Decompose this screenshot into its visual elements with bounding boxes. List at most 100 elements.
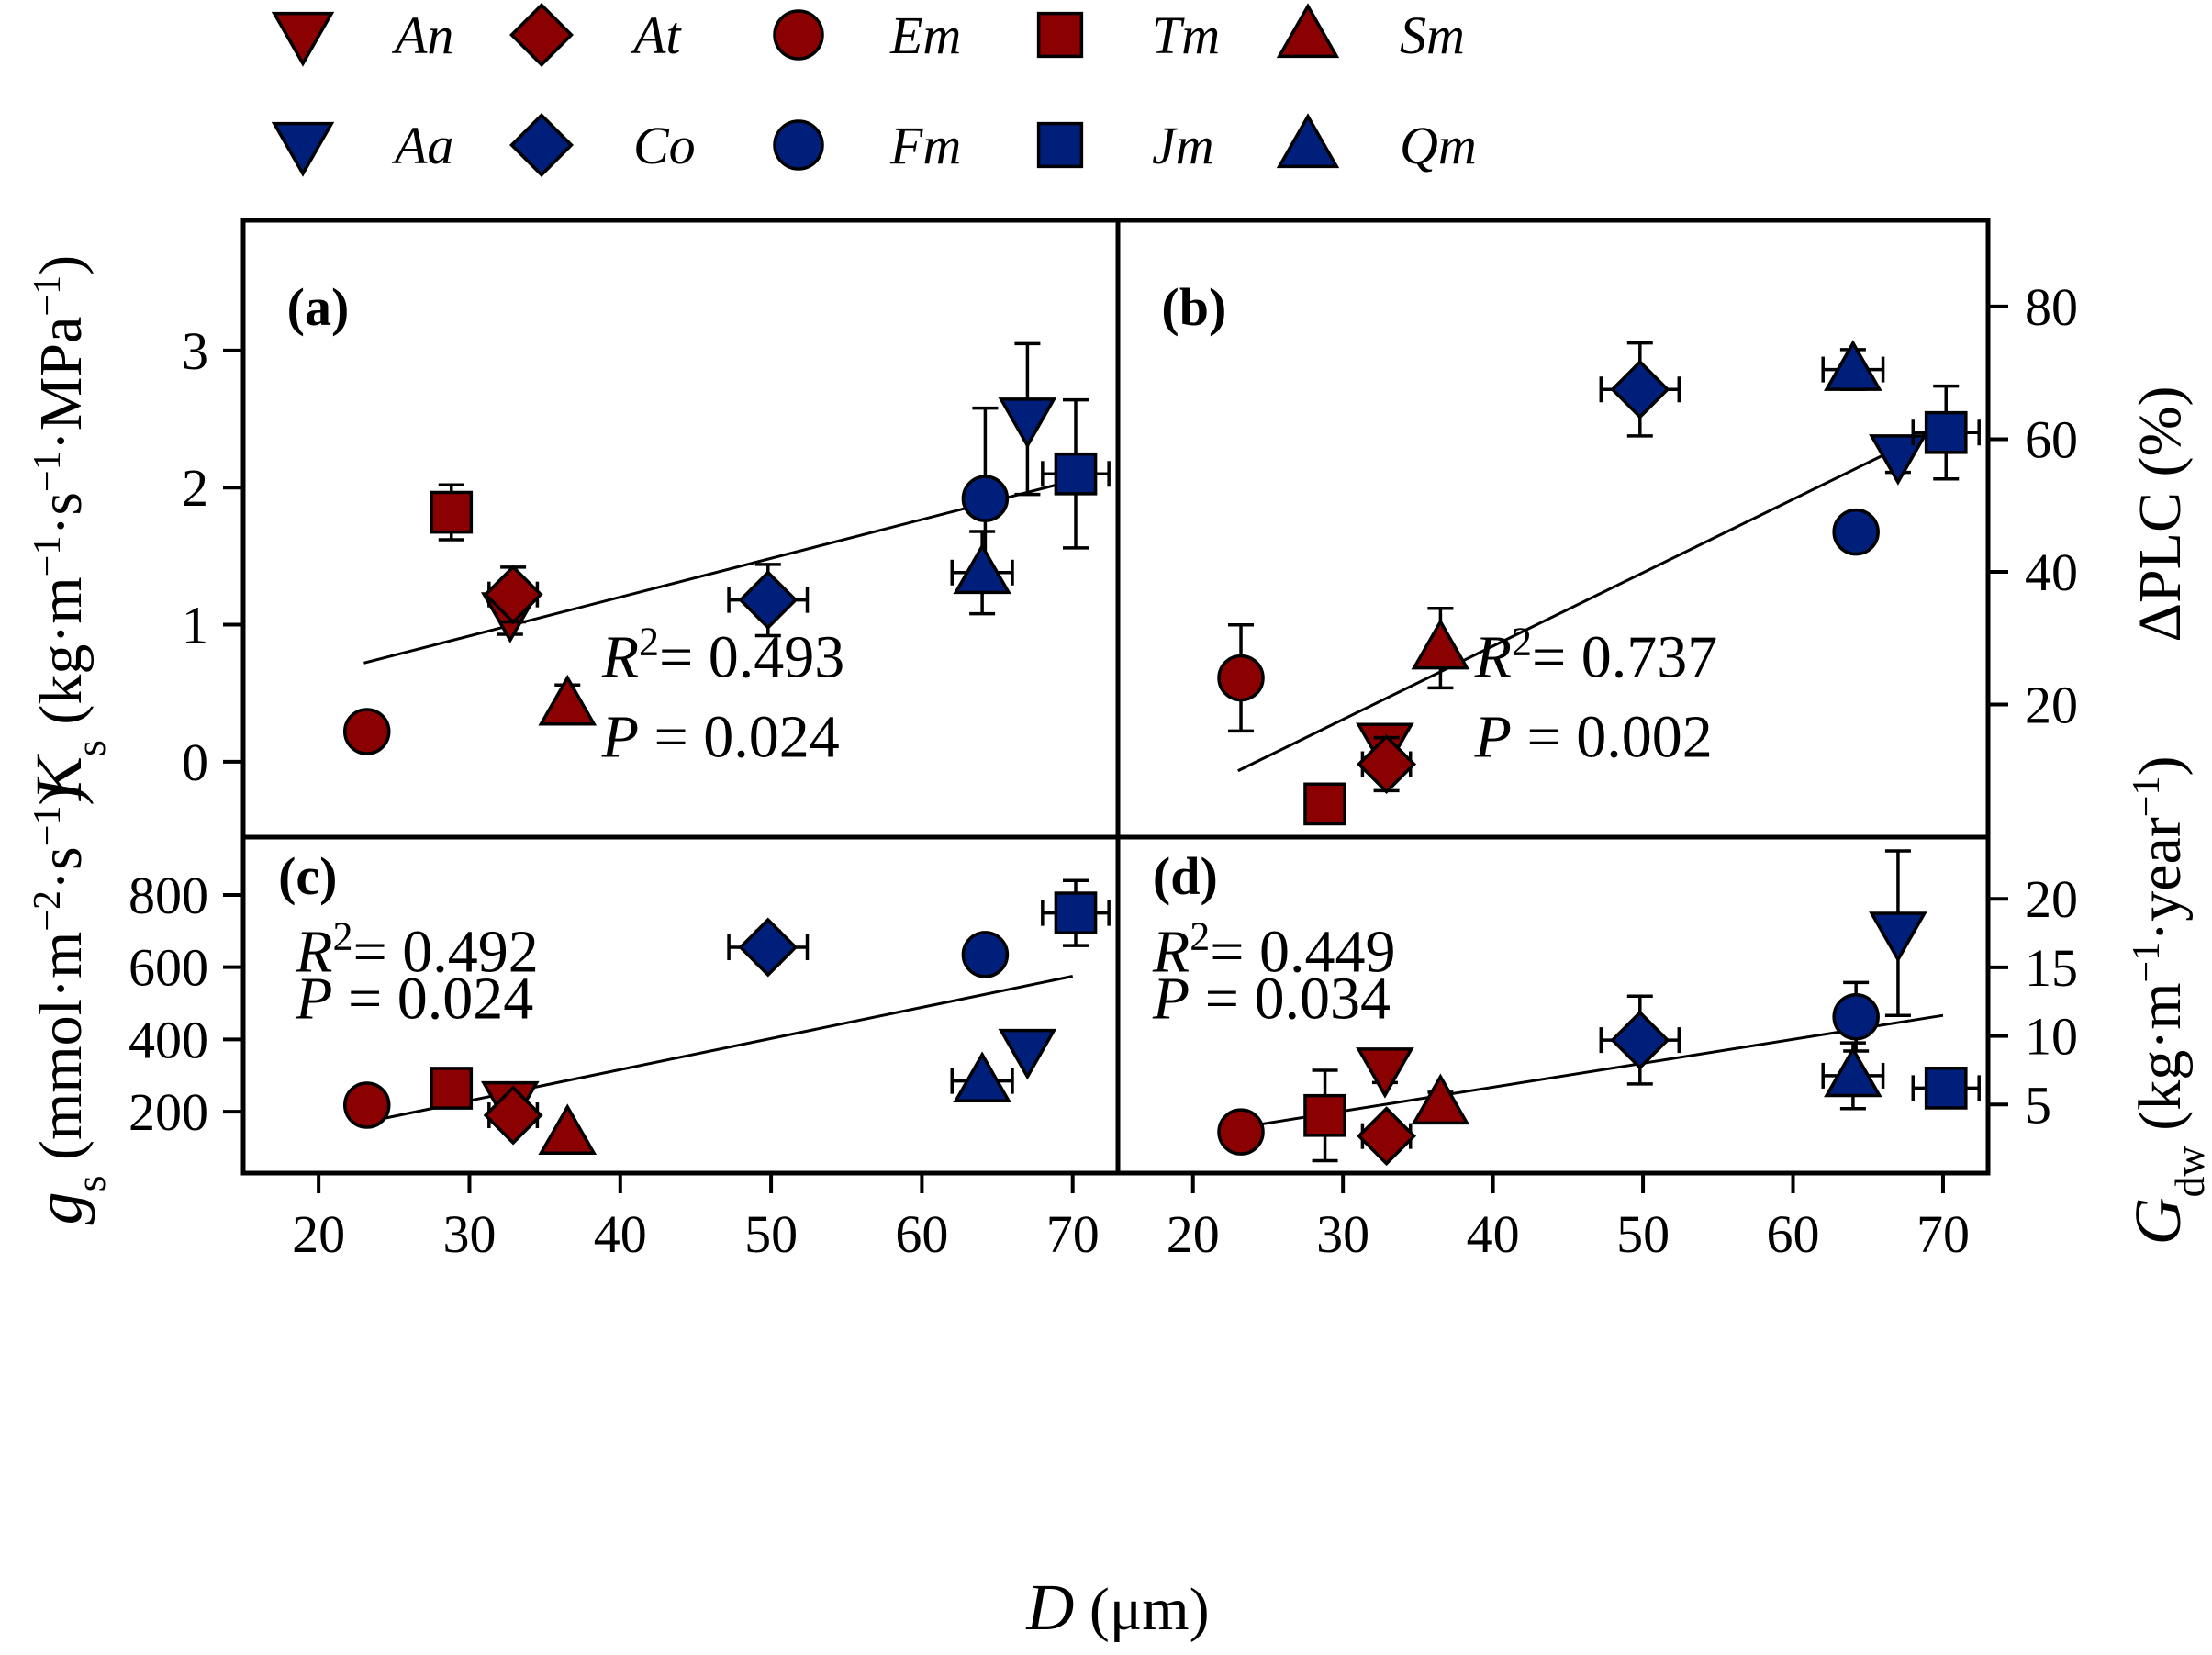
p-symbol: P (601, 704, 639, 771)
y-tick-label-d: 5 (2025, 1075, 2051, 1135)
data-point-b-sm (1414, 609, 1468, 688)
marker-jm (1056, 454, 1095, 494)
y-tick-label-d: 20 (2025, 869, 2078, 929)
marker-sm (1414, 621, 1468, 667)
r-value: = 0.737 (1532, 623, 1717, 690)
title-part: −1 (2126, 777, 2168, 818)
marker-qm (1827, 1049, 1880, 1095)
data-point-b-em (1219, 625, 1263, 732)
x-tick-label-d: 20 (1167, 1204, 1220, 1264)
y-tick-label-c: 600 (128, 938, 208, 998)
data-point-c-jm (1043, 880, 1109, 945)
legend-marker-jm (1039, 124, 1082, 167)
marker-at (1359, 737, 1414, 792)
title-part: s (67, 740, 114, 756)
r-squared-b: R2= 0.737 (1474, 619, 1718, 691)
marker-co (741, 573, 796, 628)
p-symbol: P (1152, 966, 1190, 1033)
r-value: = 0.493 (659, 623, 844, 690)
marker-qm (955, 1055, 1009, 1101)
data-point-c-em (345, 1083, 389, 1127)
x-axis-title: D (μm) (1025, 1571, 1209, 1644)
marker-em (345, 1083, 389, 1127)
title-part: −1 (27, 806, 69, 847)
data-point-d-aa (1871, 851, 1925, 1015)
panel-label-c: (c) (278, 846, 337, 906)
r-exponent: 2 (639, 619, 659, 664)
title-part: ) (2127, 756, 2194, 777)
legend-entry-at: At (512, 6, 683, 66)
marker-jm (1927, 413, 1966, 453)
p-value-c: P = 0.024 (295, 966, 533, 1033)
marker-tm (431, 1068, 471, 1108)
p-symbol: P (1474, 704, 1512, 771)
x-tick-label-d: 40 (1467, 1204, 1520, 1264)
data-point-b-fm (1834, 510, 1878, 554)
legend-marker-tm (1039, 14, 1082, 57)
marker-aa (1001, 399, 1055, 445)
marker-fm (1834, 995, 1878, 1039)
p-value-d: P = 0.034 (1152, 966, 1391, 1033)
y-tick-label-d: 10 (2025, 1007, 2078, 1067)
title-part: −1 (27, 275, 69, 317)
marker-sm (541, 677, 594, 723)
data-point-c-fm (963, 933, 1007, 977)
r-symbol: R (601, 623, 639, 690)
marker-aa (1871, 436, 1925, 482)
legend-label-tm: Tm (1152, 6, 1220, 65)
data-point-c-tm (431, 1068, 471, 1108)
y-axis-title-c: gs (mmol·m−2·s−1) (22, 786, 114, 1225)
marker-em (1219, 656, 1263, 700)
title-part: ·year (2127, 817, 2194, 942)
title-part: ) (28, 786, 95, 806)
data-point-d-an (1358, 1049, 1412, 1095)
title-part: dw (2166, 1145, 2212, 1197)
data-point-b-qm (1823, 343, 1882, 389)
marker-co (741, 920, 796, 975)
marker-aa (1001, 1031, 1055, 1077)
y-tick-label-c: 200 (128, 1082, 208, 1142)
y-axis-title-a: Ks (kg·m−1·s−1·MPa−1) (22, 255, 114, 801)
title-part: −1 (2126, 942, 2168, 983)
data-point-d-jm (1913, 1068, 1979, 1108)
marker-jm (1056, 893, 1095, 933)
x-tick-label-c: 70 (1046, 1204, 1100, 1264)
x-tick-label-c: 50 (744, 1204, 798, 1264)
legend-marker-an (274, 14, 331, 64)
r-exponent: 2 (1190, 913, 1210, 958)
x-title-symbol: D (1025, 1571, 1074, 1644)
x-tick-label-c: 30 (442, 1204, 496, 1264)
title-part: (mmol·m (28, 932, 95, 1176)
title-part: −1 (27, 451, 69, 492)
panel-label-a: (a) (287, 277, 350, 337)
marker-qm (1827, 343, 1880, 389)
title-part: (kg·m (28, 576, 95, 740)
x-tick-label-c: 60 (895, 1204, 948, 1264)
marker-tm (431, 492, 471, 531)
legend-entry-fm: Fm (775, 116, 961, 175)
title-part: ) (28, 255, 95, 275)
title-part: ΔPLC (%) (2127, 386, 2194, 643)
marker-jm (1927, 1068, 1966, 1108)
title-part: (kg·m (2127, 982, 2194, 1146)
legend-label-jm: Jm (1152, 116, 1214, 175)
x-tick-label-d: 50 (1616, 1204, 1670, 1264)
marker-qm (955, 546, 1009, 592)
p-number: = 0.002 (1512, 704, 1713, 771)
p-symbol: P (295, 966, 332, 1033)
panel-label-d: (d) (1153, 846, 1218, 906)
title-part: ·s (28, 846, 95, 890)
marker-em (1219, 1110, 1263, 1154)
y-tick-label-b: 80 (2025, 277, 2078, 337)
data-point-d-co (1601, 996, 1679, 1084)
r-exponent: 2 (333, 913, 353, 958)
legend-label-em: Em (889, 6, 961, 65)
legend-marker-em (775, 11, 822, 59)
y-tick-label-a: 2 (182, 458, 208, 518)
x-tick-label-c: 40 (594, 1204, 647, 1264)
marker-co (1613, 362, 1668, 417)
